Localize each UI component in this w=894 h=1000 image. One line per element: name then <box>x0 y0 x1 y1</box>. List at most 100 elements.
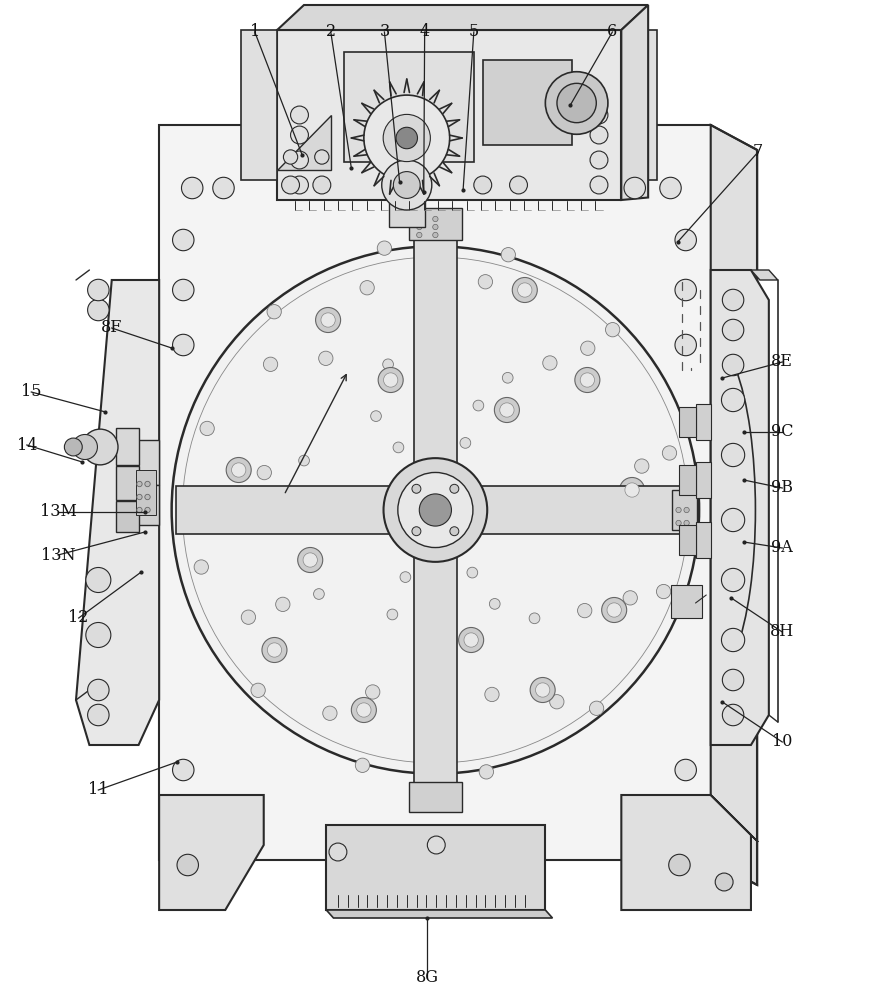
Circle shape <box>722 669 744 691</box>
Circle shape <box>676 520 681 526</box>
Circle shape <box>283 150 298 164</box>
Circle shape <box>545 72 608 134</box>
Bar <box>672 490 697 530</box>
Circle shape <box>518 283 532 297</box>
Bar <box>409 782 462 812</box>
Text: 8G: 8G <box>416 970 439 986</box>
Circle shape <box>459 627 484 653</box>
Circle shape <box>590 126 608 144</box>
Circle shape <box>200 421 215 436</box>
Circle shape <box>550 695 564 709</box>
Text: 1: 1 <box>249 23 260 40</box>
Circle shape <box>86 622 111 648</box>
Circle shape <box>194 560 208 574</box>
Circle shape <box>316 307 341 333</box>
Polygon shape <box>696 522 711 558</box>
Circle shape <box>590 176 608 194</box>
Circle shape <box>722 704 744 726</box>
Text: 15: 15 <box>21 383 41 400</box>
Polygon shape <box>621 5 648 200</box>
Circle shape <box>275 597 290 612</box>
Polygon shape <box>116 428 139 465</box>
Circle shape <box>357 703 371 717</box>
Text: 3: 3 <box>379 23 390 40</box>
Circle shape <box>360 281 375 295</box>
Polygon shape <box>621 30 657 180</box>
Circle shape <box>510 176 527 194</box>
Circle shape <box>512 277 537 303</box>
Circle shape <box>684 520 689 526</box>
Circle shape <box>502 372 513 383</box>
Text: 7: 7 <box>753 143 763 160</box>
Circle shape <box>173 279 194 301</box>
Circle shape <box>382 160 432 210</box>
Circle shape <box>181 177 203 199</box>
Polygon shape <box>751 270 778 280</box>
Circle shape <box>315 150 329 164</box>
Text: 6: 6 <box>607 23 618 40</box>
Circle shape <box>137 481 142 487</box>
Circle shape <box>412 527 421 536</box>
Circle shape <box>323 706 337 720</box>
Circle shape <box>145 507 150 513</box>
Circle shape <box>398 472 473 548</box>
Polygon shape <box>277 115 331 170</box>
Polygon shape <box>116 466 139 500</box>
Circle shape <box>267 305 282 319</box>
Polygon shape <box>696 462 711 498</box>
Circle shape <box>578 603 592 618</box>
Polygon shape <box>563 80 590 125</box>
Circle shape <box>590 151 608 169</box>
Circle shape <box>400 572 410 582</box>
Circle shape <box>543 356 557 370</box>
Polygon shape <box>670 585 702 618</box>
Polygon shape <box>711 795 758 842</box>
Circle shape <box>329 843 347 861</box>
Circle shape <box>478 275 493 289</box>
Text: 9C: 9C <box>771 424 794 440</box>
Circle shape <box>464 633 478 647</box>
Circle shape <box>676 507 681 513</box>
Polygon shape <box>414 220 457 800</box>
Text: 2: 2 <box>325 23 336 40</box>
Circle shape <box>321 313 335 327</box>
Text: 14: 14 <box>17 436 37 454</box>
Circle shape <box>299 455 309 466</box>
Circle shape <box>662 446 677 460</box>
Circle shape <box>313 176 331 194</box>
Text: 4: 4 <box>419 23 430 40</box>
Circle shape <box>232 463 246 477</box>
Circle shape <box>684 507 689 513</box>
Polygon shape <box>132 440 159 485</box>
Circle shape <box>364 95 450 181</box>
Circle shape <box>660 177 681 199</box>
Bar <box>344 52 474 162</box>
Circle shape <box>291 106 308 124</box>
Circle shape <box>620 477 645 503</box>
Text: 12: 12 <box>69 609 89 626</box>
Polygon shape <box>711 125 757 885</box>
Circle shape <box>88 299 109 321</box>
Bar <box>409 208 462 240</box>
Circle shape <box>366 685 380 699</box>
Circle shape <box>298 547 323 573</box>
Circle shape <box>479 765 493 779</box>
Circle shape <box>291 176 308 194</box>
Polygon shape <box>679 407 696 437</box>
Polygon shape <box>159 125 711 860</box>
Circle shape <box>88 279 109 301</box>
Bar <box>136 470 156 515</box>
Circle shape <box>257 465 272 480</box>
Circle shape <box>393 172 420 198</box>
Circle shape <box>635 459 649 473</box>
Text: 8H: 8H <box>770 624 795 641</box>
Circle shape <box>602 597 627 623</box>
Circle shape <box>173 334 194 356</box>
Circle shape <box>656 584 670 599</box>
Circle shape <box>351 697 376 723</box>
Circle shape <box>396 127 417 149</box>
Text: 13N: 13N <box>41 546 75 564</box>
Circle shape <box>377 241 392 255</box>
Polygon shape <box>326 910 552 918</box>
Text: 8F: 8F <box>101 320 122 336</box>
